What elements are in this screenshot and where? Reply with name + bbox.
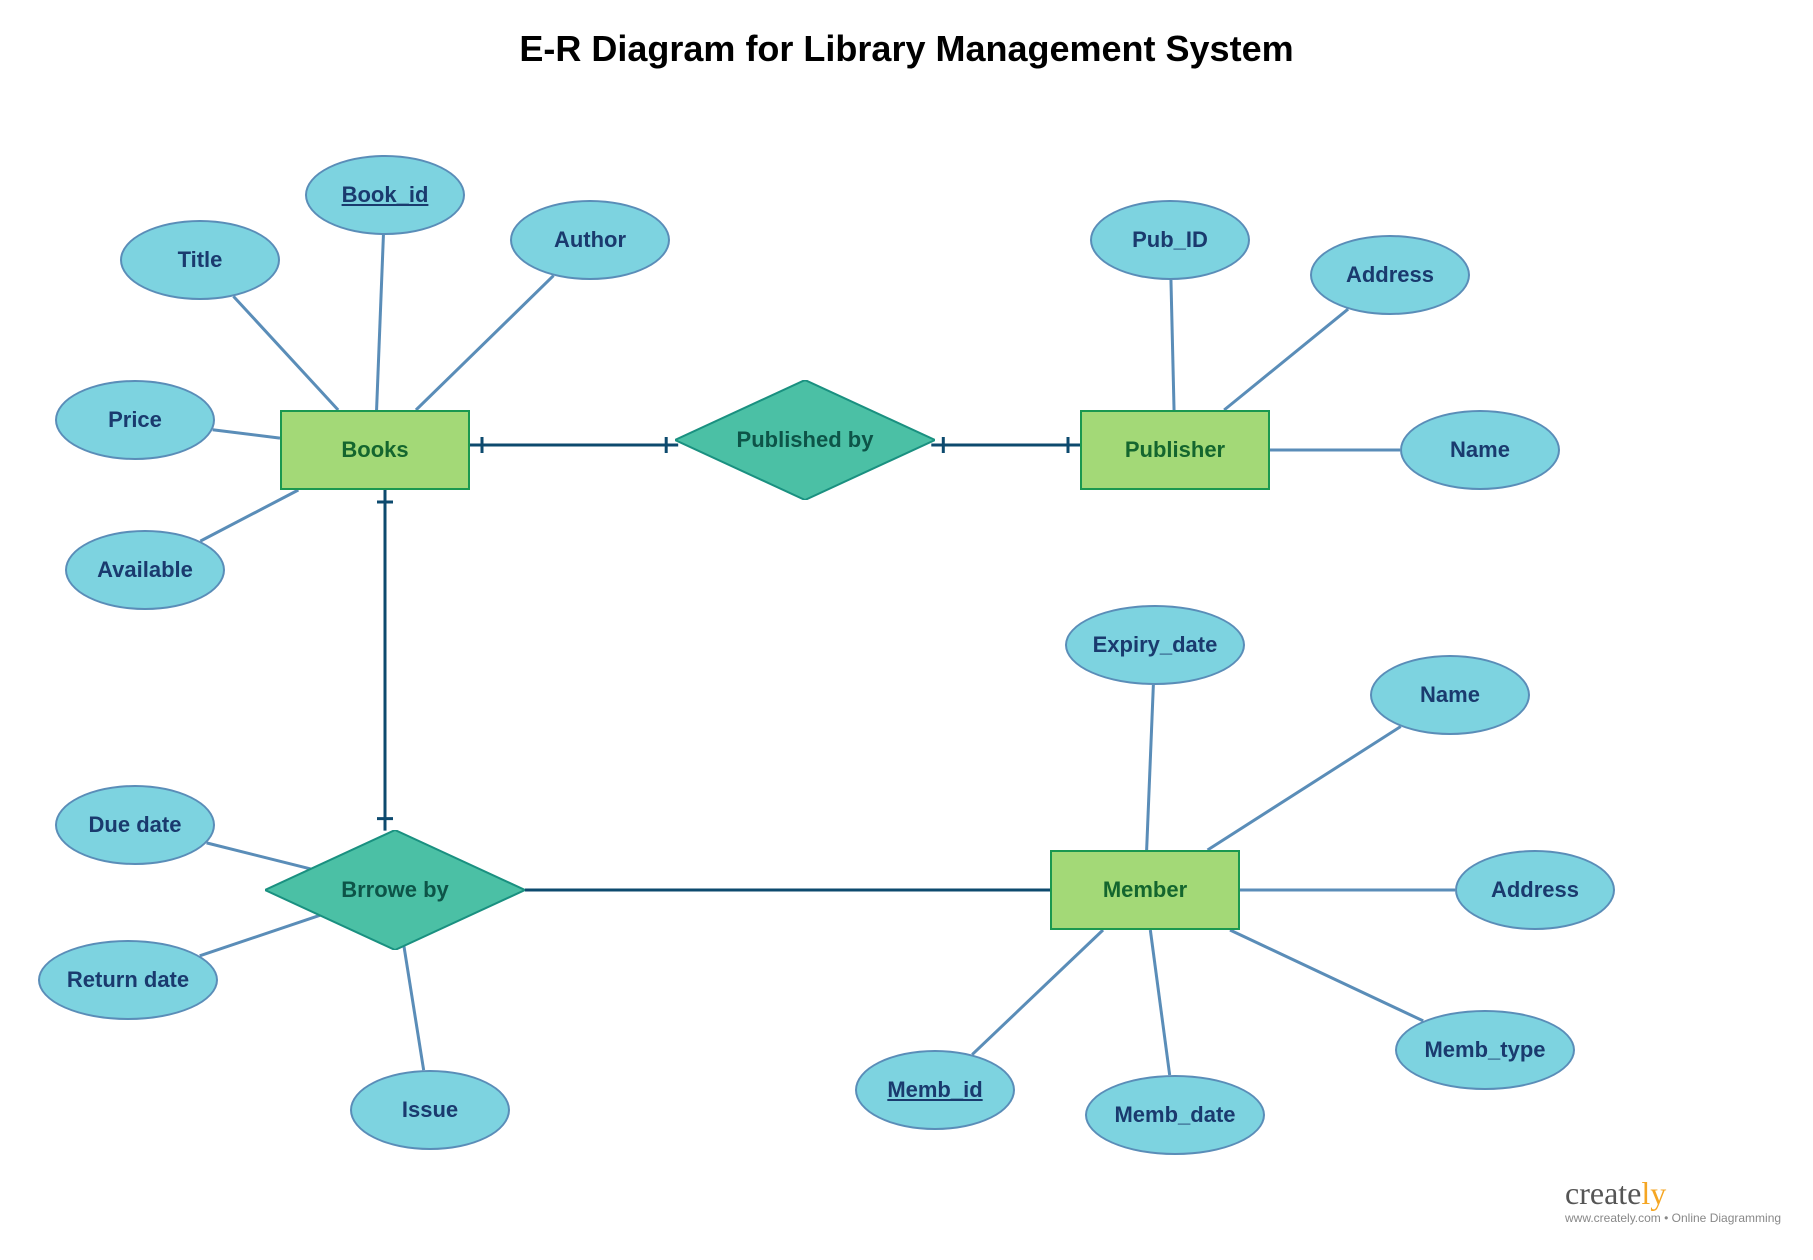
attribute-memb_date: Memb_date	[1085, 1075, 1265, 1155]
attribute-title: Title	[120, 220, 280, 300]
attribute-due_date: Due date	[55, 785, 215, 865]
entity-books: Books	[280, 410, 470, 490]
attribute-pub_name: Name	[1400, 410, 1560, 490]
attribute-available: Available	[65, 530, 225, 610]
diagram-title: E-R Diagram for Library Management Syste…	[0, 28, 1813, 70]
attribute-mem_name: Name	[1370, 655, 1530, 735]
attribute-book_id: Book_id	[305, 155, 465, 235]
attribute-return_date: Return date	[38, 940, 218, 1020]
entity-member: Member	[1050, 850, 1240, 930]
footer-sub: www.creately.com • Online Diagramming	[1565, 1211, 1781, 1225]
attribute-pub_address: Address	[1310, 235, 1470, 315]
attribute-author: Author	[510, 200, 670, 280]
attribute-pub_id: Pub_ID	[1090, 200, 1250, 280]
relationship-published_by: Published by	[675, 380, 935, 500]
footer-brand: creately	[1565, 1175, 1666, 1212]
attribute-memb_id: Memb_id	[855, 1050, 1015, 1130]
attribute-mem_address: Address	[1455, 850, 1615, 930]
attribute-price: Price	[55, 380, 215, 460]
attribute-expiry_date: Expiry_date	[1065, 605, 1245, 685]
entity-publisher: Publisher	[1080, 410, 1270, 490]
attribute-memb_type: Memb_type	[1395, 1010, 1575, 1090]
footer-brand-main: create	[1565, 1175, 1641, 1211]
attribute-issue: Issue	[350, 1070, 510, 1150]
footer-brand-suffix: ly	[1641, 1175, 1666, 1211]
relationship-borrow_by: Brrowe by	[265, 830, 525, 950]
